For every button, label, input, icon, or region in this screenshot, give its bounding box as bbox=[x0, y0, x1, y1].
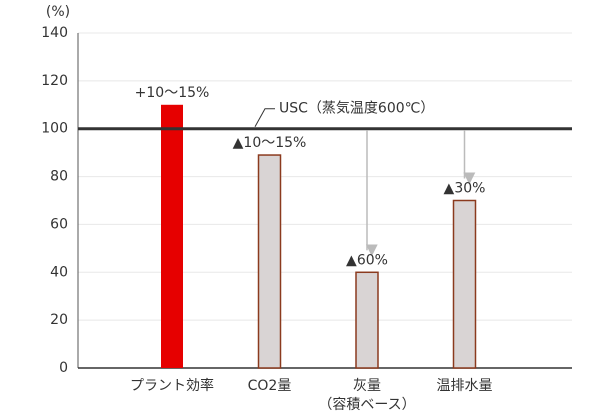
x-tick-label: CO2量 bbox=[248, 378, 292, 394]
bar bbox=[161, 104, 183, 369]
bar bbox=[452, 199, 477, 369]
annotation: ▲10～15% bbox=[233, 135, 307, 151]
x-tick-label: 温排水量 bbox=[437, 378, 493, 394]
bar bbox=[257, 154, 282, 369]
annotation: +10～15% bbox=[135, 85, 210, 101]
y-tick-label: 60 bbox=[50, 216, 68, 232]
x-tick-sublabel: （容積ベース） bbox=[318, 396, 415, 413]
y-tick-label: 120 bbox=[41, 73, 68, 89]
annotation: ▲60% bbox=[346, 252, 388, 268]
y-tick-label: 80 bbox=[50, 169, 68, 185]
y-unit: (%) bbox=[46, 4, 70, 20]
x-tick-label: 灰量 bbox=[353, 378, 381, 394]
y-tick-label: 40 bbox=[50, 264, 68, 280]
reference-label: USC（蒸気温度600℃） bbox=[279, 101, 434, 117]
reference-leader bbox=[254, 108, 275, 127]
x-tick-label: プラント効率 bbox=[130, 377, 214, 394]
bar bbox=[355, 271, 379, 369]
y-tick-label: 0 bbox=[59, 360, 68, 376]
y-tick-label: 20 bbox=[50, 312, 68, 328]
y-tick-label: 100 bbox=[41, 121, 68, 137]
y-tick-label: 140 bbox=[41, 25, 68, 41]
annotation: ▲30% bbox=[444, 181, 486, 197]
